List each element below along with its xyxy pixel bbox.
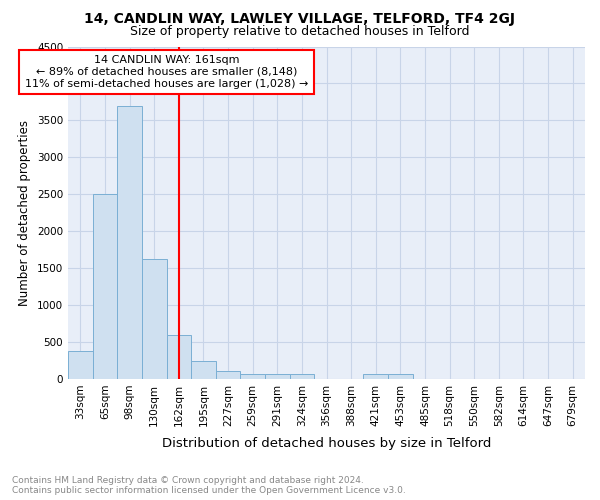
Y-axis label: Number of detached properties: Number of detached properties (19, 120, 31, 306)
Bar (68, 351, 93, 379)
Bar (118, 106, 142, 379)
Bar (290, 374, 314, 379)
Bar (191, 361, 216, 379)
Bar (241, 374, 265, 379)
Bar (216, 371, 241, 379)
X-axis label: Distribution of detached houses by size in Telford: Distribution of detached houses by size … (162, 437, 491, 450)
Text: 14, CANDLIN WAY, LAWLEY VILLAGE, TELFORD, TF4 2GJ: 14, CANDLIN WAY, LAWLEY VILLAGE, TELFORD… (85, 12, 515, 26)
Bar (388, 374, 413, 379)
Bar (142, 259, 167, 379)
Text: Contains HM Land Registry data © Crown copyright and database right 2024.
Contai: Contains HM Land Registry data © Crown c… (12, 476, 406, 495)
Bar (265, 374, 290, 379)
Bar (167, 334, 191, 379)
Bar (364, 374, 388, 379)
Text: Size of property relative to detached houses in Telford: Size of property relative to detached ho… (130, 25, 470, 38)
Text: 14 CANDLIN WAY: 161sqm
← 89% of detached houses are smaller (8,148)
11% of semi-: 14 CANDLIN WAY: 161sqm ← 89% of detached… (25, 56, 308, 88)
Bar (93, 194, 118, 379)
